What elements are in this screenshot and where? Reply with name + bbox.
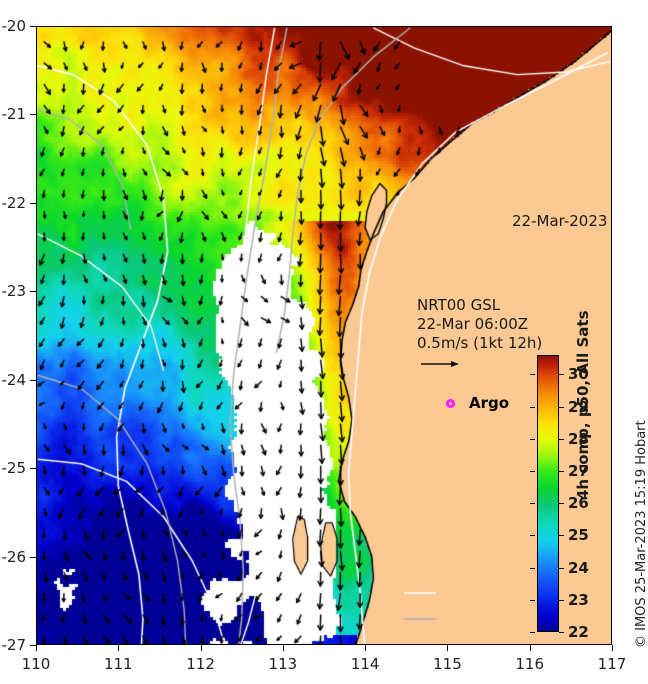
y-tick-label: -21 <box>1 105 27 124</box>
colorbar-tick <box>530 503 535 505</box>
colorbar-tick-label: 25 <box>568 526 589 545</box>
y-tick-label: -26 <box>1 547 27 566</box>
current-info-label: NRT00 GSL 22-Mar 06:00Z 0.5m/s (1kt 12h) <box>417 296 543 352</box>
y-tick <box>30 556 36 558</box>
colorbar-tick <box>559 567 564 569</box>
colorbar-tick <box>559 438 564 440</box>
y-tick <box>30 379 36 381</box>
x-tick <box>200 645 202 651</box>
y-tick-label: -22 <box>1 193 27 212</box>
x-tick <box>282 645 284 651</box>
colorbar-tick <box>559 503 564 505</box>
x-tick <box>612 645 613 651</box>
scale-arrow-icon <box>421 361 459 367</box>
timestamp-label: 22-Mar-2023 16Z <box>512 212 608 230</box>
colorbar-tick-label: 29 <box>568 397 589 416</box>
map-plot-area[interactable]: 22-Mar-2023 16Z NRT00 GSL 22-Mar 06:00Z … <box>36 26 612 645</box>
x-tick-label: 112 <box>186 655 215 673</box>
colorbar-tick <box>530 535 535 537</box>
y-tick-label: -24 <box>1 370 27 389</box>
colorbar-tick <box>530 438 535 440</box>
x-tick <box>365 645 367 651</box>
x-tick-label: 111 <box>103 655 133 673</box>
x-tick <box>447 645 449 651</box>
y-tick-label: -27 <box>1 636 27 654</box>
x-tick <box>529 645 531 651</box>
y-tick-label: -23 <box>1 282 27 301</box>
y-tick <box>30 114 36 116</box>
x-tick <box>118 645 120 651</box>
colorbar-tick-label: 27 <box>568 461 589 480</box>
colorbar-tick <box>559 599 564 601</box>
depth-contour-legend: 200m 1000m <box>440 618 493 645</box>
colorbar-tick-label: 26 <box>568 494 589 513</box>
colorbar-tick <box>530 406 535 408</box>
colorbar-title: 4h comp, p50, All Sats <box>574 310 592 501</box>
argo-marker-icon <box>446 398 455 408</box>
colorbar-tick <box>530 599 535 601</box>
colorbar-tick-label: 30 <box>568 365 589 384</box>
colorbar-tick <box>530 470 535 472</box>
y-tick <box>30 645 36 646</box>
credit-label: © IMOS 25-Mar-2023 15:19 Hobart <box>634 420 648 648</box>
colorbar-tick-label: 24 <box>568 558 589 577</box>
colorbar-tick <box>559 374 564 376</box>
x-tick <box>36 645 37 651</box>
y-tick-label: -20 <box>1 17 27 35</box>
colorbar-tick-label: 23 <box>568 590 589 609</box>
colorbar-tick <box>530 567 535 569</box>
colorbar-tick <box>559 535 564 537</box>
y-tick <box>30 291 36 293</box>
y-tick <box>30 202 36 204</box>
colorbar-frame <box>537 355 559 632</box>
colorbar-tick <box>530 374 535 376</box>
x-tick-label: 113 <box>268 655 298 673</box>
argo-legend-label: Argo <box>469 394 510 412</box>
colorbar <box>537 355 559 632</box>
colorbar-gradient <box>537 355 559 632</box>
colorbar-tick <box>559 470 564 472</box>
colorbar-tick <box>559 406 564 408</box>
argo-legend-entry: Argo <box>446 394 509 412</box>
colorbar-tick-label: 22 <box>568 623 589 641</box>
current-vector-layer <box>36 26 612 645</box>
colorbar-tick <box>559 632 564 633</box>
x-tick-label: 114 <box>350 655 380 673</box>
y-tick <box>30 468 36 470</box>
y-tick <box>30 26 36 27</box>
x-tick-label: 116 <box>515 655 545 673</box>
y-tick-label: -25 <box>1 459 27 478</box>
x-tick-label: 110 <box>21 655 51 673</box>
colorbar-tick-label: 28 <box>568 429 589 448</box>
x-tick-label: 115 <box>433 655 462 673</box>
x-tick-label: 117 <box>597 655 627 673</box>
colorbar-tick <box>530 632 535 633</box>
